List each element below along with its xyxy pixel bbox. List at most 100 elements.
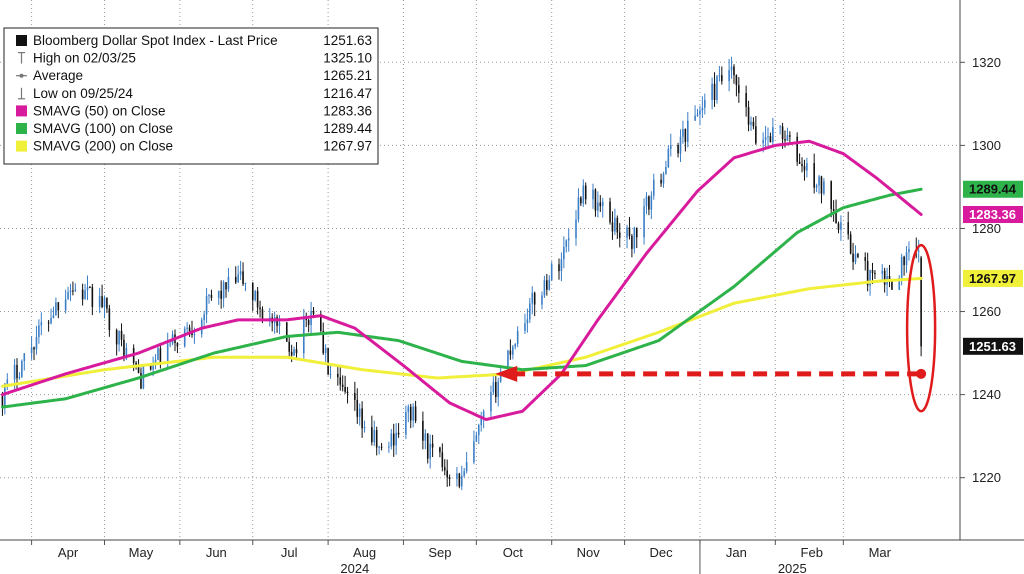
x-tick-label: Jul — [281, 545, 298, 560]
candle-body — [645, 196, 648, 207]
candle-body — [254, 291, 256, 301]
candle-body — [409, 406, 412, 421]
candle-body — [208, 294, 210, 297]
candle-body — [193, 334, 196, 336]
candle-body — [186, 327, 188, 329]
legend-entry-value: 1251.63 — [323, 33, 372, 48]
moving-averages — [0, 139, 923, 422]
candle-body — [188, 327, 191, 333]
candle-body — [849, 234, 852, 254]
sma50-line — [0, 139, 923, 422]
value-tag — [963, 269, 1023, 287]
candle-body — [424, 433, 427, 441]
candle-body — [529, 303, 531, 320]
candle-body — [239, 271, 242, 275]
candle-body — [679, 136, 682, 154]
candle-body — [917, 250, 920, 252]
candle-body — [13, 364, 16, 380]
legend-swatch — [16, 123, 27, 134]
x-tick-label: Apr — [58, 545, 79, 560]
candle-body — [883, 270, 886, 285]
candle-body — [16, 364, 18, 379]
candle-body — [341, 384, 344, 387]
candle-body — [733, 66, 735, 76]
legend-entry-value: 1325.10 — [323, 51, 372, 66]
candle-body — [713, 83, 716, 100]
value-tag-label: 1267.97 — [969, 271, 1016, 286]
candle-body — [460, 475, 463, 487]
candle-body — [33, 347, 35, 350]
candle-body — [276, 317, 278, 326]
candle-body — [747, 107, 750, 125]
candle-body — [801, 163, 803, 167]
value-tag — [963, 337, 1023, 355]
candle-body — [580, 197, 582, 204]
candle-body — [499, 371, 502, 382]
candle-body — [492, 382, 495, 393]
candle-body — [563, 246, 565, 260]
y-tick-label: 1220 — [972, 470, 1001, 485]
candle-body — [803, 166, 806, 171]
candle-body — [74, 289, 77, 291]
x-tick-label: Jun — [206, 545, 227, 560]
candle-body — [781, 126, 784, 140]
candle-body — [869, 270, 871, 286]
candle-body — [750, 121, 752, 125]
candle-body — [903, 256, 905, 266]
candle-body — [686, 120, 689, 142]
candle-body — [786, 135, 789, 141]
candle-body — [507, 350, 509, 372]
candle-body — [52, 315, 55, 318]
y-tick-label: 1260 — [972, 304, 1001, 319]
candle-body — [458, 473, 461, 487]
x-tick-label: Jan — [726, 545, 747, 560]
candle-body — [477, 425, 480, 436]
candle-body — [392, 433, 395, 446]
candle-body — [358, 408, 361, 417]
candle-body — [422, 420, 424, 441]
candle-body — [149, 365, 152, 370]
candle-body — [888, 276, 891, 282]
candle-body — [412, 406, 414, 421]
candle-body — [866, 260, 869, 286]
legend-entry-label: Bloomberg Dollar Spot Index - Last Price — [33, 33, 278, 48]
candle-body — [64, 299, 67, 311]
candle-body — [784, 139, 786, 141]
candle-body — [871, 270, 874, 274]
legend-entry-label: SMAVG (50) on Close — [33, 103, 166, 118]
candle-body — [426, 433, 429, 459]
candle-body — [905, 252, 908, 266]
candle-body — [718, 75, 721, 77]
candle-body — [103, 297, 106, 308]
legend-entry-label: SMAVG (100) on Close — [33, 121, 173, 136]
candle-body — [225, 282, 227, 290]
candle-body — [473, 441, 475, 462]
year-label: 2024 — [340, 561, 369, 574]
candle-body — [752, 121, 755, 127]
y-tick-label: 1320 — [972, 55, 1001, 70]
candle-body — [806, 163, 808, 171]
candle-body — [592, 189, 594, 200]
x-tick-label: Dec — [650, 545, 674, 560]
candle-body — [730, 66, 733, 71]
candle-body — [69, 290, 72, 293]
candle-body — [259, 307, 261, 310]
candle-body — [594, 189, 597, 211]
candle-body — [6, 379, 9, 384]
candle-body — [91, 287, 94, 307]
x-tick-label: Aug — [353, 545, 376, 560]
candle-body — [820, 176, 823, 194]
candle-body — [118, 330, 120, 345]
candle-body — [81, 289, 84, 300]
candle-body — [329, 373, 332, 375]
candle-body — [115, 330, 118, 345]
candle-body — [900, 256, 903, 278]
candle-body — [307, 319, 310, 325]
candle-body — [550, 264, 553, 280]
candle-body — [137, 367, 140, 373]
year-label: 2025 — [778, 561, 807, 574]
candle-body — [166, 343, 169, 363]
candle-body — [344, 386, 346, 392]
candle-body — [244, 282, 247, 285]
